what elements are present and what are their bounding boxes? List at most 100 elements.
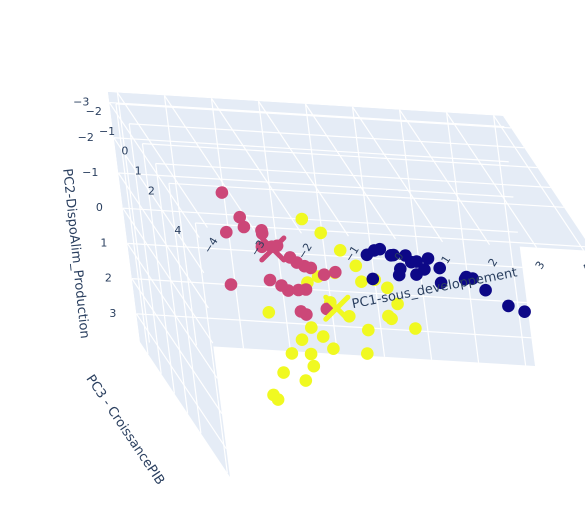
data-point-cluster-2[interactable] — [285, 347, 299, 360]
data-point-cluster-0[interactable] — [418, 263, 431, 276]
z-axis-title: PC3 - CroissancePIB — [83, 372, 168, 488]
data-point-cluster-2[interactable] — [277, 366, 290, 379]
data-point-cluster-0[interactable] — [458, 272, 472, 286]
data-point-cluster-0[interactable] — [384, 249, 398, 262]
data-point-cluster-0[interactable] — [518, 305, 531, 319]
data-point-cluster-0[interactable] — [434, 276, 448, 290]
data-point-cluster-1[interactable] — [224, 278, 238, 291]
data-point-cluster-2[interactable] — [382, 309, 395, 323]
data-point-cluster-2[interactable] — [295, 212, 309, 226]
gridline-x-floor — [446, 112, 538, 248]
gridline-x-floor — [399, 109, 491, 246]
data-point-cluster-0[interactable] — [373, 242, 387, 256]
gridline-z-floor — [142, 143, 538, 169]
data-point-cluster-1[interactable] — [294, 305, 308, 318]
gridline-x-floor — [305, 103, 396, 240]
centroid-markers — [259, 235, 351, 322]
z-tick-label: −1 — [99, 125, 115, 138]
data-point-cluster-0[interactable] — [433, 261, 447, 275]
gridline-y-back — [131, 278, 527, 304]
y-tick-label: 2 — [105, 272, 112, 285]
data-point-cluster-1[interactable] — [233, 210, 246, 224]
z-tick-label: 1 — [135, 165, 142, 178]
gridline-x-back — [398, 109, 433, 360]
data-point-cluster-2[interactable] — [391, 297, 404, 311]
data-point-cluster-2[interactable] — [267, 388, 280, 402]
data-point-cluster-1[interactable] — [255, 227, 269, 240]
gridline-z-side — [128, 123, 162, 374]
data-point-cluster-2[interactable] — [304, 347, 318, 361]
gridline-x-floor — [163, 95, 255, 231]
data-point-cluster-1[interactable] — [275, 279, 288, 292]
centroid-cluster-1[interactable] — [259, 235, 287, 263]
data-point-cluster-0[interactable] — [392, 268, 406, 282]
data-point-cluster-1[interactable] — [292, 283, 305, 297]
gridline-z-side — [168, 183, 202, 434]
gridline-y-side — [113, 137, 205, 274]
y-axis-title: PC2-DispoAlim_Production — [59, 168, 92, 340]
gridline-x-back — [163, 95, 198, 346]
y-tick-label: 1 — [100, 236, 107, 249]
pane-floor — [108, 92, 585, 251]
data-point-cluster-2[interactable] — [299, 374, 313, 387]
gridline-y-side — [117, 172, 209, 309]
data-point-cluster-0[interactable] — [421, 252, 435, 265]
gridline-x-back — [116, 92, 150, 343]
data-point-cluster-0[interactable] — [502, 299, 515, 313]
data-point-cluster-2[interactable] — [355, 275, 368, 289]
data-point-cluster-2[interactable] — [327, 342, 340, 356]
gridline-x-back — [445, 112, 480, 363]
data-point-cluster-1[interactable] — [283, 251, 297, 264]
gridline-z-floor — [115, 103, 511, 129]
data-point-cluster-2[interactable] — [314, 226, 328, 240]
axis-panes — [108, 92, 585, 477]
gridline-x-back — [210, 98, 245, 349]
data-point-cluster-2[interactable] — [362, 323, 375, 337]
data-point-cluster-2[interactable] — [316, 330, 330, 343]
data-point-cluster-1[interactable] — [263, 273, 277, 287]
gridline-x-floor — [116, 92, 208, 228]
gridline-y-back — [136, 313, 532, 339]
data-point-cluster-1[interactable] — [329, 265, 342, 279]
gridline-x-floor — [493, 115, 585, 251]
data-point-cluster-1[interactable] — [215, 186, 229, 199]
data-points — [215, 186, 531, 406]
z-tick-label: 2 — [148, 184, 155, 197]
y-tick-label: −2 — [78, 131, 94, 144]
data-point-cluster-0[interactable] — [399, 249, 412, 262]
gridline-z-side — [141, 143, 176, 394]
gridline-z-side — [115, 103, 149, 354]
data-point-cluster-2[interactable] — [409, 322, 422, 335]
gridline-y-back — [113, 137, 509, 163]
data-point-cluster-2[interactable] — [349, 259, 363, 273]
data-point-cluster-2[interactable] — [305, 321, 318, 334]
gridline-y-side — [135, 313, 227, 450]
centroid-cluster-2[interactable] — [323, 294, 351, 322]
z-tick-label: −2 — [86, 105, 102, 118]
gridline-z-floor — [155, 162, 551, 189]
data-point-cluster-0[interactable] — [479, 283, 492, 297]
data-point-cluster-0[interactable] — [366, 272, 380, 286]
y-tick-label: −3 — [73, 96, 89, 109]
data-point-cluster-2[interactable] — [295, 333, 309, 347]
gridline-y-side — [126, 243, 218, 379]
gridline-x-back — [493, 115, 527, 366]
data-point-cluster-1[interactable] — [237, 220, 251, 234]
data-point-cluster-2[interactable] — [307, 359, 321, 373]
y-tick-label: 0 — [96, 201, 103, 214]
gridline-x-back — [257, 101, 292, 352]
data-point-cluster-2[interactable] — [381, 281, 394, 295]
gridline-z-floor — [129, 123, 525, 149]
gridline-z-floor — [168, 182, 564, 208]
data-point-cluster-1[interactable] — [317, 268, 331, 282]
gridline-y-back — [118, 172, 514, 198]
data-point-cluster-2[interactable] — [262, 306, 276, 319]
data-point-cluster-1[interactable] — [220, 225, 233, 239]
data-point-cluster-2[interactable] — [361, 347, 374, 360]
gridline-x-floor — [210, 97, 302, 234]
data-point-cluster-2[interactable] — [333, 244, 347, 257]
gridline-y-back — [127, 242, 523, 269]
data-point-cluster-0[interactable] — [410, 255, 423, 268]
